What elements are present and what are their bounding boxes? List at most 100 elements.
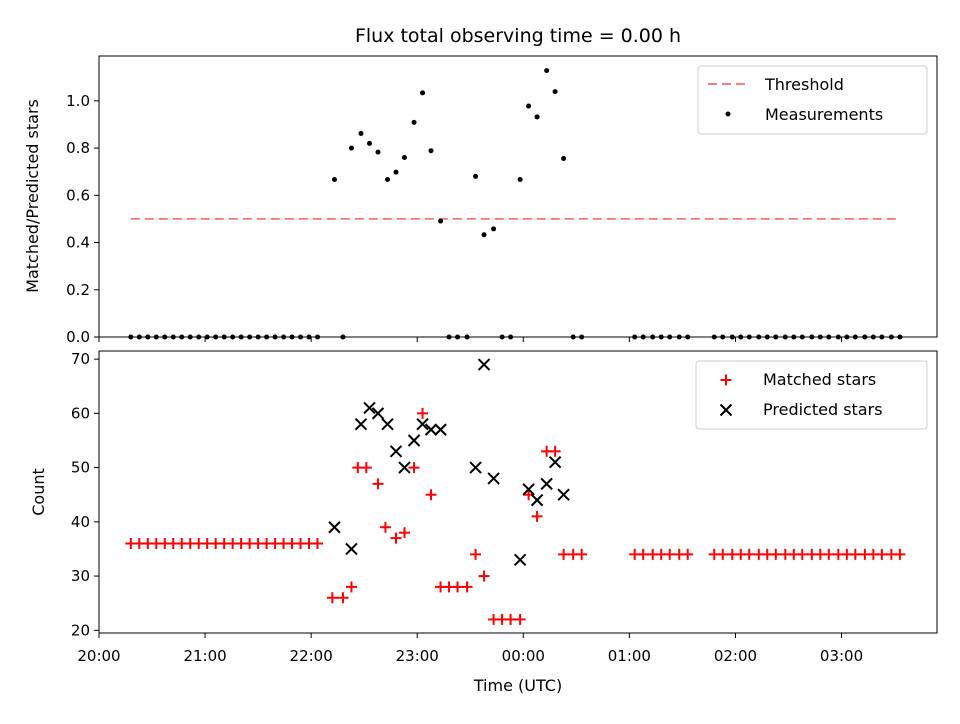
measurement-point xyxy=(366,140,372,146)
measurement-point xyxy=(401,155,407,161)
measurement-point xyxy=(428,148,434,154)
x-axis-label: Time (UTC) xyxy=(473,676,562,695)
predicted-star-point xyxy=(548,455,562,469)
predicted-star-point xyxy=(530,493,544,507)
measurement-point xyxy=(393,169,399,175)
measurement-point xyxy=(534,114,540,120)
matched-star-point xyxy=(549,445,561,457)
bottom-x-tick-label: 23:00 xyxy=(396,647,439,665)
matched-star-point xyxy=(558,548,570,560)
matched-star-point xyxy=(637,548,649,560)
matched-star-point xyxy=(743,548,755,560)
matched-star-point xyxy=(425,489,437,501)
matched-star-point xyxy=(664,548,676,560)
predicted-star-point xyxy=(345,542,358,556)
matched-star-point xyxy=(796,548,808,560)
measurement-point xyxy=(385,176,391,182)
measurement-point xyxy=(375,149,381,155)
matched-star-point xyxy=(876,548,888,560)
predicted-star-point xyxy=(540,477,553,491)
predicted-star-point xyxy=(363,401,376,415)
top-y-tick-label: 0.6 xyxy=(66,186,90,204)
bottom-y-tick-label: 40 xyxy=(71,513,90,531)
predicted-star-point xyxy=(328,521,341,534)
matched-star-point xyxy=(360,462,372,474)
bottom-x-tick-label: 20:00 xyxy=(77,647,120,665)
predicted-star-point xyxy=(434,423,447,436)
top-x-ticks xyxy=(98,337,843,342)
measurement-point xyxy=(348,145,354,151)
predicted-star-point xyxy=(477,358,491,371)
ratio-panel: Flux total observing time = 0.00 h Match… xyxy=(23,25,938,346)
predicted-star-point xyxy=(487,472,500,485)
measurement-point xyxy=(544,68,550,74)
bottom-x-tick-label: 01:00 xyxy=(608,647,651,665)
predicted-star-point xyxy=(424,423,438,436)
measurement-point xyxy=(411,119,417,125)
count-panel: Count Time (UTC) 20 30 40 50 60 70 20:00 21:00… xyxy=(29,350,938,695)
top-legend-box xyxy=(697,65,928,135)
top-axes-frame xyxy=(98,55,938,338)
bottom-y-tick-label: 20 xyxy=(71,621,90,639)
matched-star-point xyxy=(408,462,420,474)
matched-star-point xyxy=(345,581,357,593)
measurement-point xyxy=(420,90,426,96)
matched-star-point xyxy=(452,581,464,593)
measurement-point xyxy=(358,130,364,136)
matched-star-point xyxy=(682,548,694,560)
bottom-y-tick-label: 30 xyxy=(71,567,90,585)
chart-title: Flux total observing time = 0.00 h xyxy=(355,25,681,47)
matched-star-point xyxy=(770,548,782,560)
bottom-y-ticks: 20 30 40 50 60 70 xyxy=(71,350,99,639)
predicted-star-point xyxy=(354,418,368,431)
bottom-x-ticks: 20:00 21:00 22:00 23:00 00:00 01:00 02:00 03:00 xyxy=(77,633,863,665)
bottom-axes-frame xyxy=(98,350,938,634)
matched-star-point xyxy=(470,548,482,560)
matched-star-point xyxy=(461,581,473,593)
matched-star-point xyxy=(514,613,526,625)
legend-matched-swatch xyxy=(720,374,732,386)
legend-plus-marker xyxy=(720,374,732,386)
matched-star-point xyxy=(531,510,543,522)
legend-x-marker xyxy=(719,403,733,417)
matched-star-point xyxy=(478,570,490,582)
matched-star-point xyxy=(505,613,517,625)
bottom-x-tick-label: 03:00 xyxy=(820,647,863,665)
bottom-x-tick-label: 22:00 xyxy=(290,647,333,665)
bottom-y-tick-label: 70 xyxy=(71,350,90,368)
top-legend: Threshold Measurements xyxy=(697,65,928,135)
top-y-tick-label: 1.0 xyxy=(66,92,90,110)
measurement-point xyxy=(491,226,497,232)
top-y-axis-label: Matched/Predicted stars xyxy=(23,99,42,293)
legend-predicted-swatch xyxy=(719,403,733,417)
bottom-x-tick-label: 00:00 xyxy=(502,647,545,665)
matched-star-point xyxy=(390,532,402,544)
matched-star-point xyxy=(337,592,349,604)
predicted-star-point xyxy=(371,407,385,420)
bottom-y-tick-label: 60 xyxy=(71,404,90,422)
measurement-point xyxy=(481,232,487,238)
measurement-point xyxy=(331,176,337,182)
top-y-tick-label: 0.0 xyxy=(66,328,90,346)
legend-threshold-label: Threshold xyxy=(764,75,844,94)
matched-star-point xyxy=(398,527,410,539)
bottom-x-tick-label: 21:00 xyxy=(183,647,226,665)
matched-star-point xyxy=(576,548,588,560)
matched-star-point xyxy=(312,538,324,550)
matched-star-point xyxy=(326,592,338,604)
top-y-tick-label: 0.4 xyxy=(66,234,90,252)
measurement-point xyxy=(517,176,523,182)
predicted-stars-points xyxy=(328,358,570,566)
predicted-star-point xyxy=(469,461,482,474)
matched-star-point xyxy=(823,548,835,560)
legend-predicted-label: Predicted stars xyxy=(763,400,883,419)
bottom-legend: Matched stars Predicted stars xyxy=(695,360,928,430)
predicted-star-point xyxy=(513,553,527,566)
predicted-star-point xyxy=(381,418,394,431)
top-y-tick-label: 0.2 xyxy=(66,281,90,299)
matched-star-point xyxy=(849,548,861,560)
bottom-legend-box xyxy=(695,360,928,430)
bottom-x-tick-label: 02:00 xyxy=(714,647,757,665)
predicted-star-point xyxy=(557,488,570,501)
